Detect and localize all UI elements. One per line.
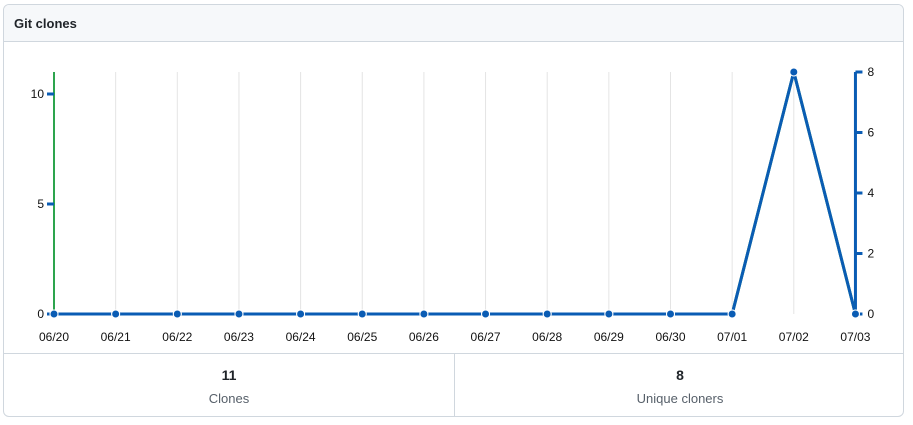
data-point [49,309,59,319]
left-axis-tick-label: 5 [37,197,44,211]
left-axis-tick-label: 0 [37,307,44,321]
x-axis-tick-label: 07/01 [717,330,747,344]
unique-cloners-count: 8 [676,366,684,383]
left-axis-tick-label: 10 [31,87,45,101]
data-point [727,309,737,319]
right-axis-tick-label: 6 [867,126,874,140]
x-axis-tick-label: 06/24 [286,330,316,344]
data-point [419,309,429,319]
x-axis-tick-label: 06/28 [532,330,562,344]
x-axis-tick-label: 06/30 [655,330,685,344]
x-axis-tick-label: 06/22 [162,330,192,344]
right-axis-tick-label: 4 [867,186,874,200]
data-point [357,309,367,319]
series-line-clones [54,70,857,316]
data-point [542,309,552,319]
x-axis-tick-label: 06/23 [224,330,254,344]
x-axis-tick-label: 07/03 [840,330,870,344]
stat-clones: 11 Clones [4,354,454,416]
x-axis-tick-label: 06/21 [101,330,131,344]
data-point [789,67,799,77]
series-line-unique-cloners [54,70,857,316]
clones-count: 11 [221,366,237,383]
x-axis-tick-label: 06/26 [409,330,439,344]
stat-unique-cloners: 8 Unique cloners [454,354,903,416]
panel-title: Git clones [14,15,77,31]
clones-chart: 0 5 10 0 2 4 6 8 06/20 06/21 06/22 06/23 06/24 06/25 0… [4,42,903,353]
unique-cloners-label: Unique cloners [636,390,724,406]
git-clones-panel: Git clones 0 5 10 0 2 4 6 8 06/20 06/21 06/22 06/23… [3,4,904,417]
stats-row: 11 Clones 8 Unique cloners [4,353,903,416]
data-point [604,309,614,319]
data-point [666,309,675,319]
x-axis-tick-label: 06/29 [594,330,624,344]
x-axis-tick-label: 06/20 [39,330,69,344]
right-axis-tick-label: 0 [867,307,874,321]
panel-header: Git clones [4,5,903,42]
data-point [296,309,306,319]
clones-label: Clones [208,390,250,406]
data-point [481,309,491,319]
data-point [111,309,121,319]
data-point [234,309,244,319]
chart-svg: 0 5 10 0 2 4 6 8 06/20 06/21 06/22 06/23 06/24 06/25 0… [31,65,875,344]
x-axis-tick-label: 06/27 [471,330,501,344]
right-axis-tick-label: 2 [867,247,874,261]
x-axis-tick-label: 06/25 [347,330,377,344]
right-axis-tick-label: 8 [867,65,874,79]
data-point [850,309,860,319]
x-axis-tick-label: 07/02 [779,330,809,344]
data-point [172,309,182,319]
